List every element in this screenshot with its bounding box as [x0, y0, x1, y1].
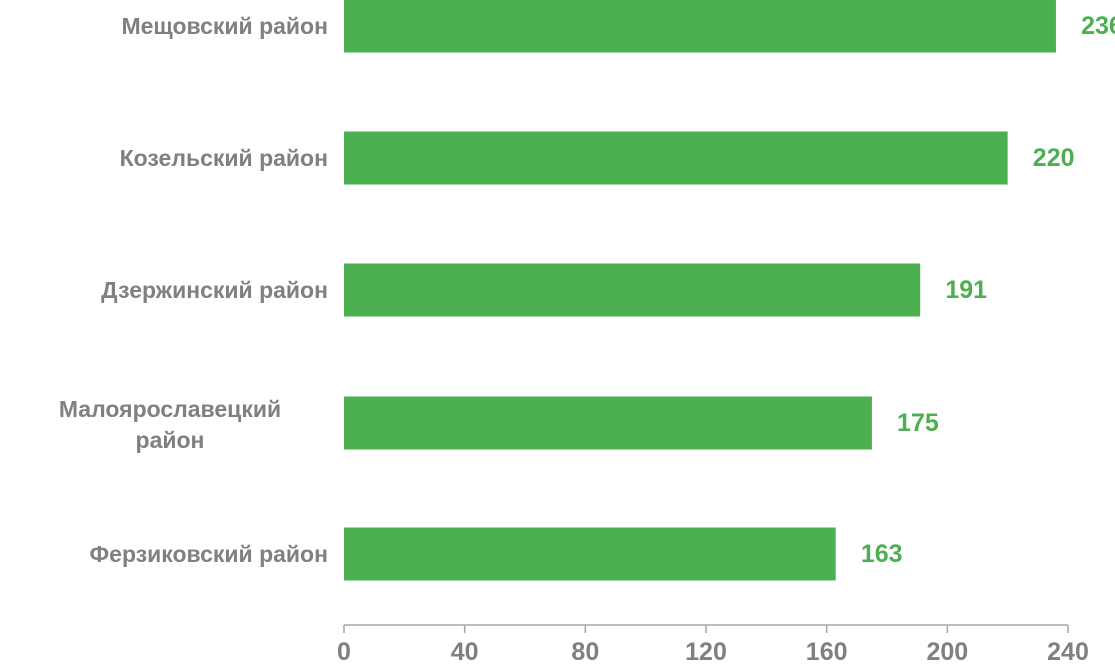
- bar: [344, 0, 1056, 53]
- value-label: 163: [861, 540, 903, 568]
- bar: [344, 131, 1008, 185]
- bar: [344, 527, 836, 581]
- x-tick-label: 160: [806, 638, 848, 666]
- value-labels: 236 220 191 175 163: [861, 12, 1115, 568]
- category-labels: Мещовский район Козельский район Дзержинск…: [59, 13, 328, 567]
- category-label: Дзержинский район: [101, 277, 328, 303]
- category-label: Ферзиковский район: [90, 541, 328, 567]
- category-label: Малоярославецкий район: [59, 396, 281, 453]
- x-tick-label: 0: [337, 638, 351, 666]
- bar: [344, 396, 872, 450]
- x-tick-label: 40: [451, 638, 479, 666]
- value-label: 191: [945, 276, 987, 304]
- category-label: Козельский район: [120, 145, 328, 171]
- x-tick-label: 240: [1047, 638, 1089, 666]
- x-tick-label: 200: [926, 638, 968, 666]
- category-label: Мещовский район: [121, 13, 328, 39]
- x-tick-label: 80: [571, 638, 599, 666]
- value-label: 175: [897, 409, 939, 437]
- value-label: 236: [1081, 12, 1115, 40]
- bars-layer: [344, 0, 1056, 581]
- x-tick-label: 120: [685, 638, 727, 666]
- value-label: 220: [1033, 144, 1075, 172]
- bar: [344, 263, 921, 317]
- x-axis: 0 40 80 120 160 200 240: [337, 624, 1089, 666]
